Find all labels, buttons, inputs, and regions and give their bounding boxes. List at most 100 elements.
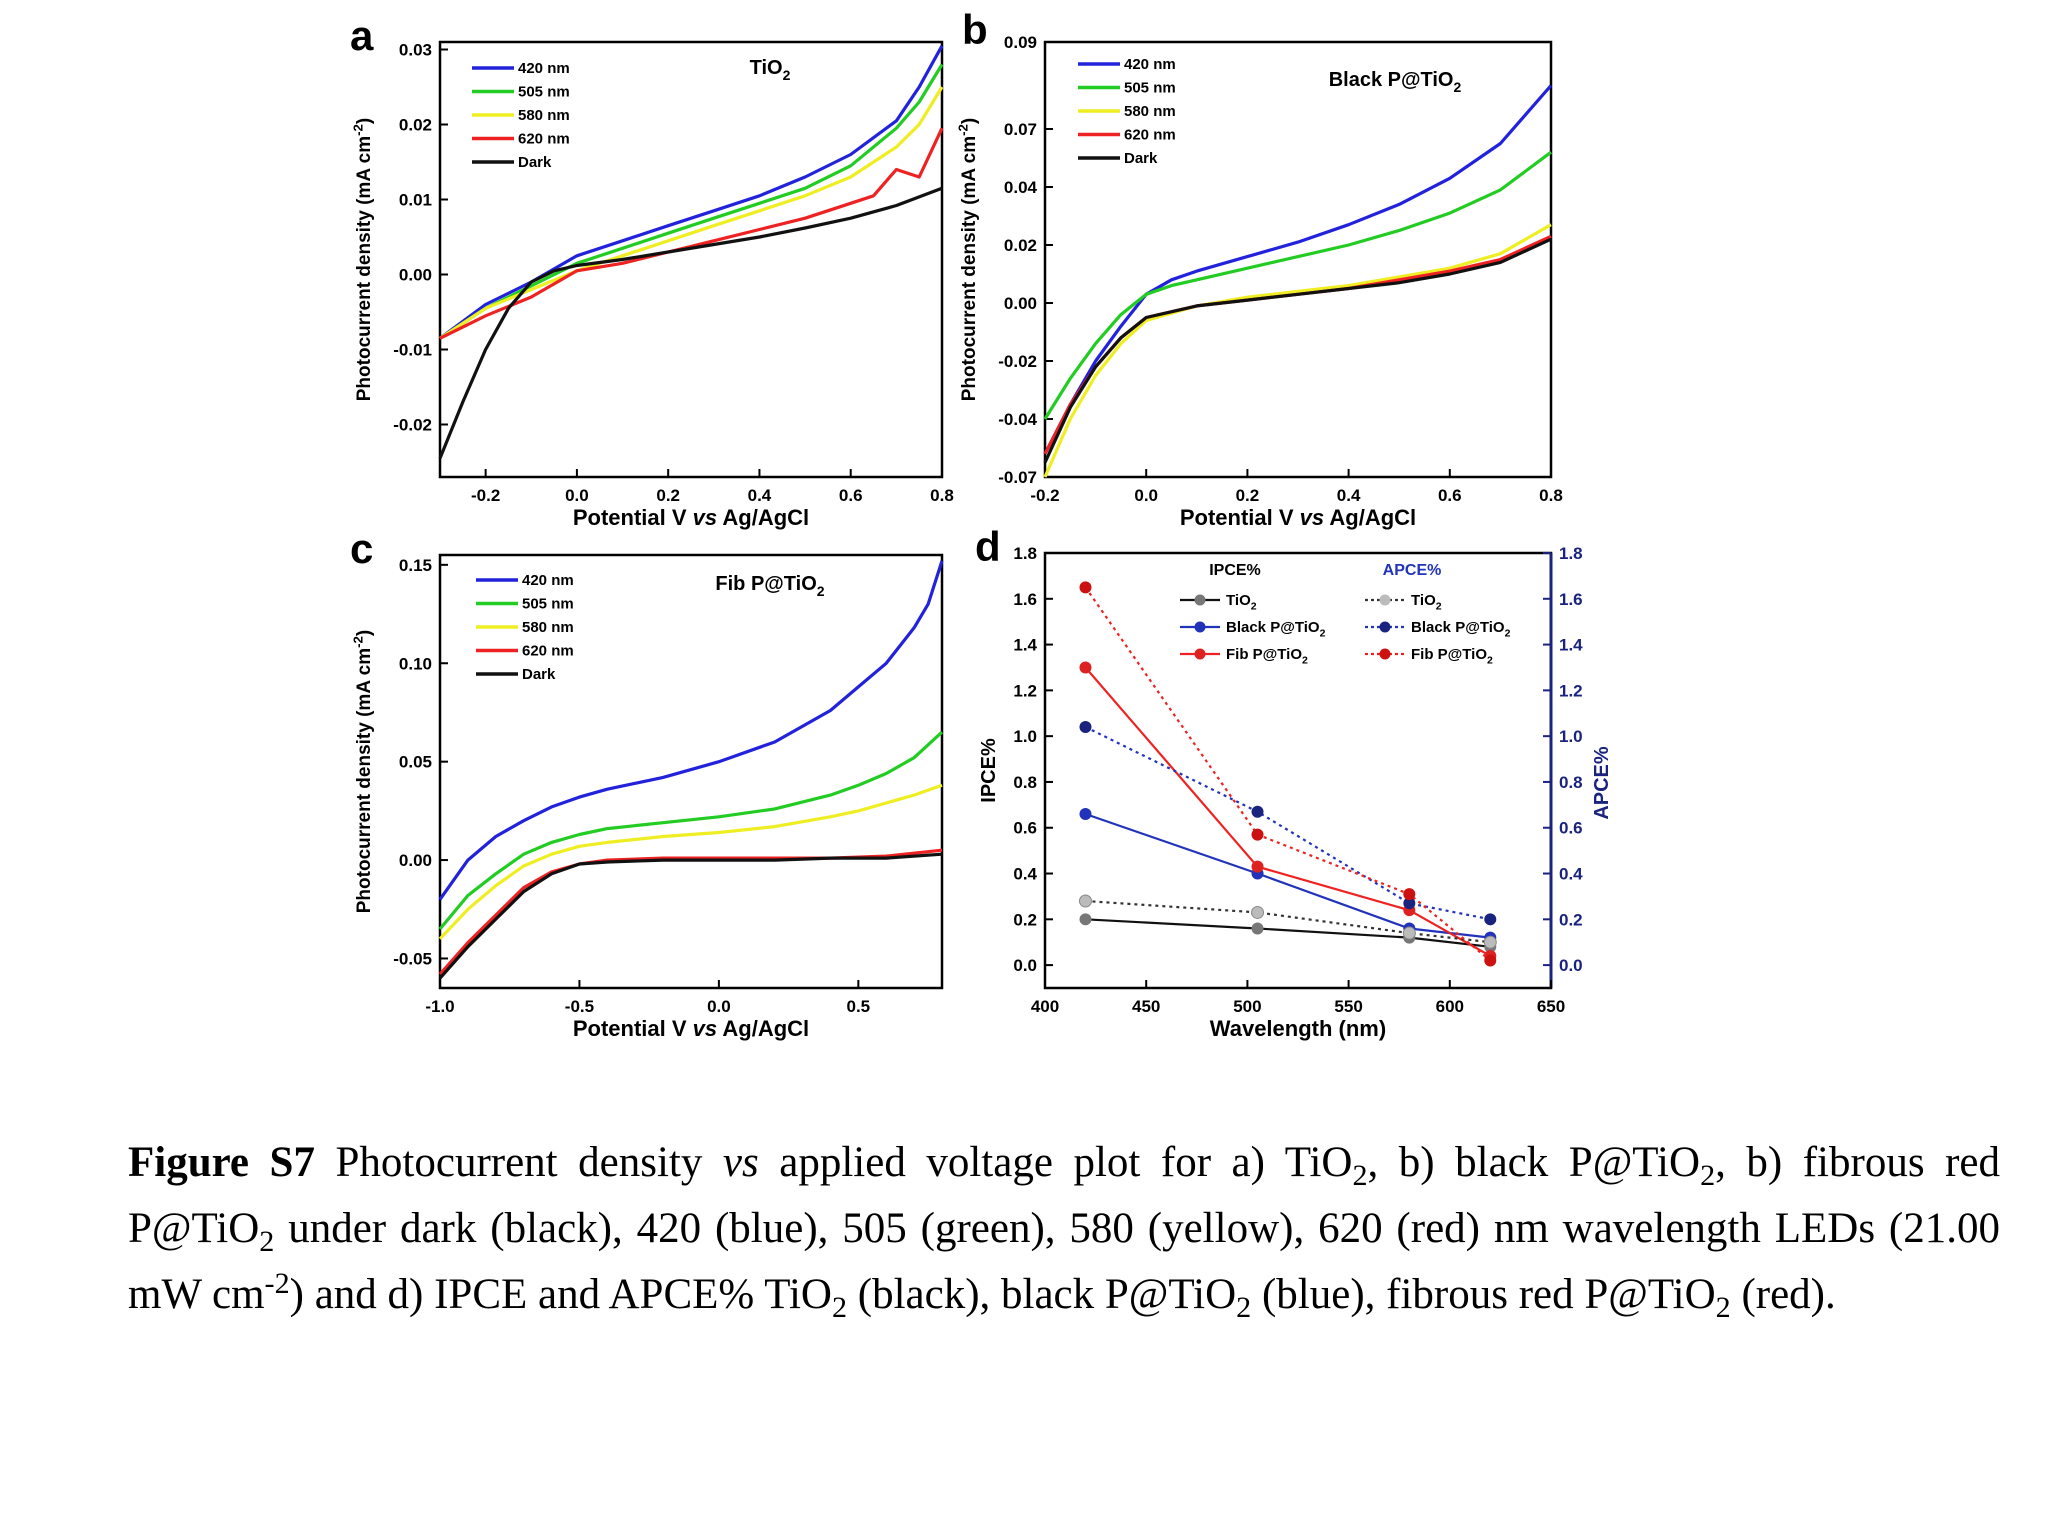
plot-frame xyxy=(438,40,944,479)
x-tick-label: 0.5 xyxy=(847,997,871,1016)
y2-tick-label: 0.4 xyxy=(1559,865,1583,884)
x-axis-label: Potential V vs Ag/AgCl xyxy=(573,1016,809,1041)
legend-label: Black P@TiO2​ xyxy=(1226,619,1326,640)
series-line xyxy=(1085,899,1491,944)
series-line xyxy=(439,63,944,340)
data-point xyxy=(1079,721,1092,733)
series-line xyxy=(1043,150,1552,420)
y2-axis-label: APCE% xyxy=(1591,746,1613,820)
data-point xyxy=(1402,926,1416,940)
panel-letter: a xyxy=(350,12,374,59)
panel-d: d 400 450 500 550 600 650 0.0 0.0 0.2 0.2 0.4 0.4 0.6… xyxy=(975,523,1613,1041)
x-tick-label: 0.8 xyxy=(930,486,954,505)
y-tick-label: 0.09 xyxy=(1004,33,1037,52)
legend-label: 620 nm xyxy=(522,643,574,660)
panel-letter: b xyxy=(962,6,988,53)
data-point xyxy=(1403,888,1416,901)
y-tick-label: -0.07 xyxy=(998,468,1037,487)
x-tick-label: -1.0 xyxy=(425,997,454,1016)
x-tick-label: 0.2 xyxy=(656,486,680,505)
x-tick-label: 0.0 xyxy=(565,486,589,505)
series-line xyxy=(1043,237,1552,464)
y-axis-label: IPCE% xyxy=(978,738,1000,803)
legend-label: 505 nm xyxy=(522,596,574,613)
y-tick-label: 0.02 xyxy=(1004,236,1037,255)
x-tick-label: 450 xyxy=(1132,997,1160,1016)
series-line xyxy=(438,730,944,931)
y-tick-label: 0.2 xyxy=(1013,910,1037,929)
x-tick-label: -0.2 xyxy=(471,486,500,505)
y-tick-label: 1.8 xyxy=(1013,544,1037,563)
y-tick-label: -0.05 xyxy=(393,949,432,968)
panel-b: b -0.2 0.0 0.2 0.4 0.6 0.8 -0.07 -0.04 -0.02 0.00 0… xyxy=(955,6,1562,530)
legend-label: 505 nm xyxy=(518,84,570,101)
y-tick-label: 0.00 xyxy=(1004,294,1037,313)
y-tick-label: -0.02 xyxy=(393,416,432,435)
series-line xyxy=(439,86,944,340)
plot-frame xyxy=(1043,40,1553,479)
panel-c: c -1.0 -0.5 0.0 0.5 -0.05 0.00 0.05 0.10 0.15 Pote… xyxy=(350,525,944,1041)
data-point xyxy=(1483,935,1497,949)
y-axis-label: Photocurrent density (mA cm-2) xyxy=(350,630,375,914)
panel-title: TiO2​ xyxy=(750,57,791,83)
series-line xyxy=(439,127,944,340)
data-point xyxy=(1251,828,1264,841)
x-tick-label: 0.6 xyxy=(839,486,863,505)
x-tick-label: 0.2 xyxy=(1236,486,1260,505)
y2-tick-label: 1.0 xyxy=(1559,727,1583,746)
y-tick-label: 0.07 xyxy=(1004,120,1037,139)
legend-label: 620 nm xyxy=(1124,127,1176,144)
legend-label: Dark xyxy=(518,154,552,171)
y-tick-label: 0.00 xyxy=(399,266,432,285)
legend-label: Dark xyxy=(522,666,556,683)
y-tick-label: 0.00 xyxy=(399,851,432,870)
y2-tick-label: 1.6 xyxy=(1559,590,1583,609)
y-tick-label: 0.0 xyxy=(1013,956,1037,975)
y-tick-label: 0.02 xyxy=(399,116,432,135)
x-tick-label: 500 xyxy=(1233,997,1261,1016)
data-point xyxy=(1251,922,1264,935)
panel-title: Fib P@TiO2​ xyxy=(715,573,824,599)
x-tick-label: 0.6 xyxy=(1438,486,1462,505)
series-line xyxy=(438,848,943,976)
series-line xyxy=(1043,84,1553,455)
legend-group-title: IPCE% xyxy=(1209,562,1261,579)
series-line xyxy=(438,186,943,459)
data-point xyxy=(1079,913,1092,926)
y-tick-label: 1.4 xyxy=(1013,636,1037,655)
x-tick-label: 550 xyxy=(1334,997,1362,1016)
panel-letter: c xyxy=(350,525,373,572)
legend-label: 580 nm xyxy=(522,619,574,636)
data-point xyxy=(1251,860,1264,873)
figure-caption: Figure S7 Photocurrent density vs applie… xyxy=(128,1130,2000,1328)
y-tick-label: -0.01 xyxy=(393,341,432,360)
legend-marker xyxy=(1379,594,1391,606)
y2-tick-label: 1.2 xyxy=(1559,681,1583,700)
y-tick-label: -0.04 xyxy=(998,410,1037,429)
x-tick-label: 600 xyxy=(1436,997,1464,1016)
series-line xyxy=(1085,726,1491,921)
y-tick-label: 0.10 xyxy=(399,654,432,673)
y-tick-label: 1.0 xyxy=(1013,727,1037,746)
legend-marker xyxy=(1194,621,1206,633)
legend-label: Fib P@TiO2​ xyxy=(1226,646,1308,667)
y-axis-label: Photocurrent density (mA cm-2) xyxy=(955,118,980,402)
y-tick-label: 0.4 xyxy=(1013,865,1037,884)
panel-a: a -0.2 0.0 0.2 0.4 0.6 0.8 -0.02 -0.01 0.00 0.01 0.… xyxy=(350,12,954,530)
data-point xyxy=(1251,805,1264,818)
series-line xyxy=(438,560,944,901)
y2-tick-label: 0.0 xyxy=(1559,956,1583,975)
y2-tick-label: 0.6 xyxy=(1559,819,1583,838)
y-tick-label: 0.15 xyxy=(399,556,432,575)
y-tick-label: 1.6 xyxy=(1013,590,1037,609)
legend-label: TiO2​ xyxy=(1411,592,1442,613)
x-tick-label: 0.4 xyxy=(748,486,772,505)
y2-tick-label: 0.8 xyxy=(1559,773,1583,792)
data-point xyxy=(1484,954,1497,967)
legend-label: TiO2​ xyxy=(1226,592,1257,613)
figure-s7: a -0.2 0.0 0.2 0.4 0.6 0.8 -0.02 -0.01 0.00 0.01 0.… xyxy=(350,6,1613,1041)
y-tick-label: 0.04 xyxy=(1004,178,1038,197)
y-tick-label: 0.05 xyxy=(399,753,432,772)
series-line xyxy=(1085,918,1491,948)
legend-marker xyxy=(1379,621,1391,633)
